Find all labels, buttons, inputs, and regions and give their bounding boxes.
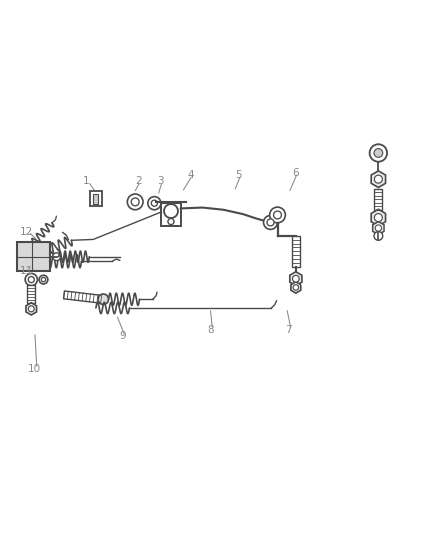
Circle shape [98,294,109,304]
Text: 10: 10 [28,364,41,374]
Bar [93,193,99,204]
Polygon shape [373,222,384,235]
Text: 1: 1 [82,176,89,187]
Polygon shape [371,171,385,188]
Circle shape [28,306,34,312]
Polygon shape [371,209,385,226]
Circle shape [274,211,282,219]
Text: 5: 5 [235,170,242,180]
Circle shape [151,200,157,206]
Bar [90,191,102,206]
Circle shape [25,273,37,286]
Circle shape [370,144,387,161]
Polygon shape [374,189,382,210]
Circle shape [164,204,178,218]
Polygon shape [26,303,36,315]
Circle shape [267,219,274,226]
Bar [161,203,180,226]
Text: 8: 8 [207,325,214,335]
Text: 7: 7 [286,325,292,335]
Circle shape [374,175,382,183]
Text: 11: 11 [19,266,33,276]
Circle shape [265,216,277,229]
Circle shape [374,149,383,157]
Circle shape [293,276,299,282]
Circle shape [168,219,174,224]
Circle shape [148,197,161,210]
Polygon shape [292,236,300,266]
Circle shape [28,277,34,282]
Polygon shape [64,291,102,303]
Circle shape [127,194,143,210]
Text: 4: 4 [187,170,194,180]
Circle shape [293,285,299,290]
Text: 6: 6 [292,168,299,177]
Circle shape [374,214,382,222]
Circle shape [131,198,139,206]
Circle shape [53,253,60,261]
Circle shape [375,225,381,231]
Polygon shape [27,285,35,303]
Text: 3: 3 [157,176,163,187]
Text: 2: 2 [135,176,141,187]
Polygon shape [291,282,301,293]
Text: 12: 12 [19,227,33,237]
Text: 9: 9 [120,332,126,341]
Circle shape [39,275,48,284]
Circle shape [264,215,278,229]
Circle shape [41,277,46,282]
Circle shape [374,231,383,240]
Bar [17,243,50,271]
Polygon shape [290,272,302,286]
Circle shape [270,207,286,223]
